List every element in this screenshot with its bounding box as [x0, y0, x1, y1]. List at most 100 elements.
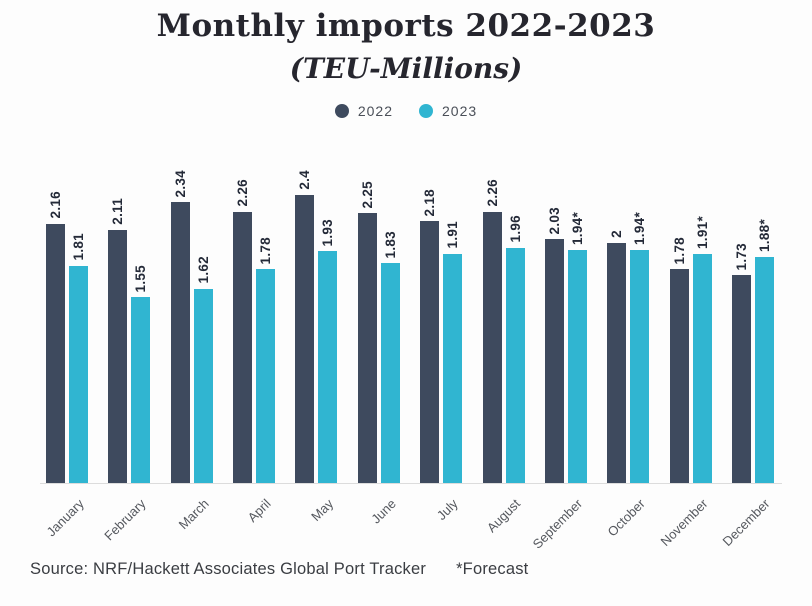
legend-label-2022: 2022: [357, 103, 393, 119]
value-label-2023-october: 1.94*: [632, 212, 648, 246]
bar-2023-november: [692, 253, 712, 483]
bar-column-2022-november: 1.78: [669, 165, 689, 483]
bar-2023-december: [754, 257, 774, 483]
month-cell-november: November: [657, 484, 712, 554]
month-group-august: 2.26 1.96: [482, 165, 525, 483]
month-cell-february: February: [102, 484, 150, 554]
legend-item-2023: 2023: [419, 103, 477, 119]
bar-2023-april: [256, 269, 276, 483]
x-axis-label-january: January: [43, 496, 87, 540]
month-cell-january: January: [43, 484, 88, 554]
x-axis-line: [40, 483, 782, 484]
value-label-2022-april: 2.26: [235, 179, 251, 207]
forecast-note: *Forecast: [456, 560, 529, 578]
value-label-2022-may: 2.4: [297, 170, 313, 190]
value-label-2023-november: 1.91*: [694, 215, 710, 249]
bar-2022-november: [669, 269, 689, 483]
value-label-2023-march: 1.62: [195, 256, 211, 284]
month-group-december: 1.73 1.88*: [731, 165, 774, 483]
bar-2022-may: [295, 195, 315, 483]
bar-2023-september: [567, 250, 587, 483]
value-label-2022-january: 2.16: [48, 191, 63, 219]
x-axis-label-april: April: [244, 496, 274, 526]
bar-column-2022-september: 2.03: [544, 165, 564, 483]
bar-column-2022-may: 2.4: [295, 165, 315, 483]
month-group-july: 2.18 1.91: [420, 165, 463, 483]
bar-column-2023-june: 1.83: [380, 165, 400, 483]
x-axis-label-november: November: [657, 496, 711, 550]
x-axis-label-march: March: [175, 496, 212, 533]
x-axis-label-may: May: [308, 496, 337, 524]
bar-column-2023-october: 1.94*: [630, 165, 650, 483]
x-axis-label-august: August: [483, 496, 524, 536]
bar-2023-may: [318, 251, 338, 483]
value-label-2023-january: 1.81: [71, 233, 86, 261]
month-group-february: 2.11 1.55: [108, 165, 151, 483]
bar-column-2022-july: 2.18: [420, 165, 440, 483]
bar-column-2022-october: 2: [607, 165, 627, 483]
month-group-september: 2.03 1.94*: [544, 165, 587, 483]
month-cell-august: August: [483, 484, 525, 554]
bar-2022-january: [46, 223, 65, 483]
value-label-2023-august: 1.96: [507, 215, 523, 243]
legend-label-2023: 2023: [442, 103, 478, 119]
source-text: Source: NRF/Hackett Associates Global Po…: [30, 560, 427, 578]
value-label-2022-october: 2: [609, 230, 625, 238]
bar-2022-october: [607, 243, 627, 483]
month-cell-april: April: [233, 484, 275, 554]
bar-2022-april: [233, 211, 253, 483]
bar-column-2023-february: 1.55: [131, 165, 151, 483]
chart-subtitle: (TEU-Millions): [289, 52, 523, 85]
month-group-november: 1.78 1.91*: [669, 165, 712, 483]
bar-column-2022-april: 2.26: [233, 165, 253, 483]
month-cell-march: March: [171, 484, 213, 554]
x-axis-label-september: September: [529, 496, 586, 552]
bar-chart-plot-area: 2.16 1.81 2.11 1.55 2.34 1.62 2.26 1.78 2.4 1.93 2…: [46, 165, 774, 483]
bar-column-2023-march: 1.62: [193, 165, 213, 483]
bar-column-2022-february: 2.11: [108, 165, 128, 483]
value-label-2022-november: 1.78: [671, 236, 687, 265]
month-group-april: 2.26 1.78: [233, 165, 276, 483]
bar-column-2023-august: 1.96: [505, 165, 525, 483]
bar-2023-february: [131, 297, 151, 483]
x-axis-label-february: February: [101, 496, 149, 544]
bar-2023-august: [505, 247, 525, 483]
month-cell-december: December: [720, 484, 774, 554]
value-label-2022-july: 2.18: [422, 188, 438, 217]
x-axis-label-june: June: [367, 496, 399, 527]
bar-column-2023-january: 1.81: [69, 165, 88, 483]
value-label-2023-september: 1.94*: [569, 212, 585, 246]
month-cell-september: September: [530, 484, 587, 554]
month-cell-july: July: [420, 484, 462, 554]
value-label-2022-february: 2.11: [110, 198, 126, 225]
bar-column-2023-july: 1.91: [443, 165, 463, 483]
legend: 2022 2023: [0, 103, 812, 119]
x-axis-labels: January February March April May June July Augu…: [43, 484, 774, 554]
chart-title: Monthly imports 2022-2023: [156, 8, 656, 44]
bar-column-2022-december: 1.73: [731, 165, 751, 483]
bar-2022-july: [420, 221, 440, 483]
legend-swatch-2023-icon: [419, 104, 433, 118]
bar-2022-march: [170, 202, 190, 483]
bar-2022-february: [108, 229, 128, 483]
x-axis-label-october: October: [604, 496, 648, 540]
bar-column-2022-march: 2.34: [170, 165, 190, 483]
month-cell-june: June: [358, 484, 400, 554]
bar-2022-august: [482, 211, 502, 483]
bar-column-2023-november: 1.91*: [692, 165, 712, 483]
value-label-2023-may: 1.93: [320, 218, 336, 247]
month-group-june: 2.25 1.83: [357, 165, 400, 483]
month-cell-may: May: [295, 484, 337, 554]
bar-column-2023-december: 1.88*: [754, 165, 774, 483]
month-group-january: 2.16 1.81: [46, 165, 88, 483]
value-label-2023-december: 1.88*: [756, 219, 772, 253]
value-label-2023-june: 1.83: [382, 230, 398, 259]
month-cell-october: October: [604, 484, 649, 554]
bar-column-2022-august: 2.26: [482, 165, 502, 483]
bar-2023-january: [69, 265, 88, 483]
value-label-2022-august: 2.26: [484, 179, 500, 207]
bar-column-2022-june: 2.25: [357, 165, 377, 483]
value-label-2022-december: 1.73: [733, 242, 749, 271]
bar-2023-march: [193, 288, 213, 483]
